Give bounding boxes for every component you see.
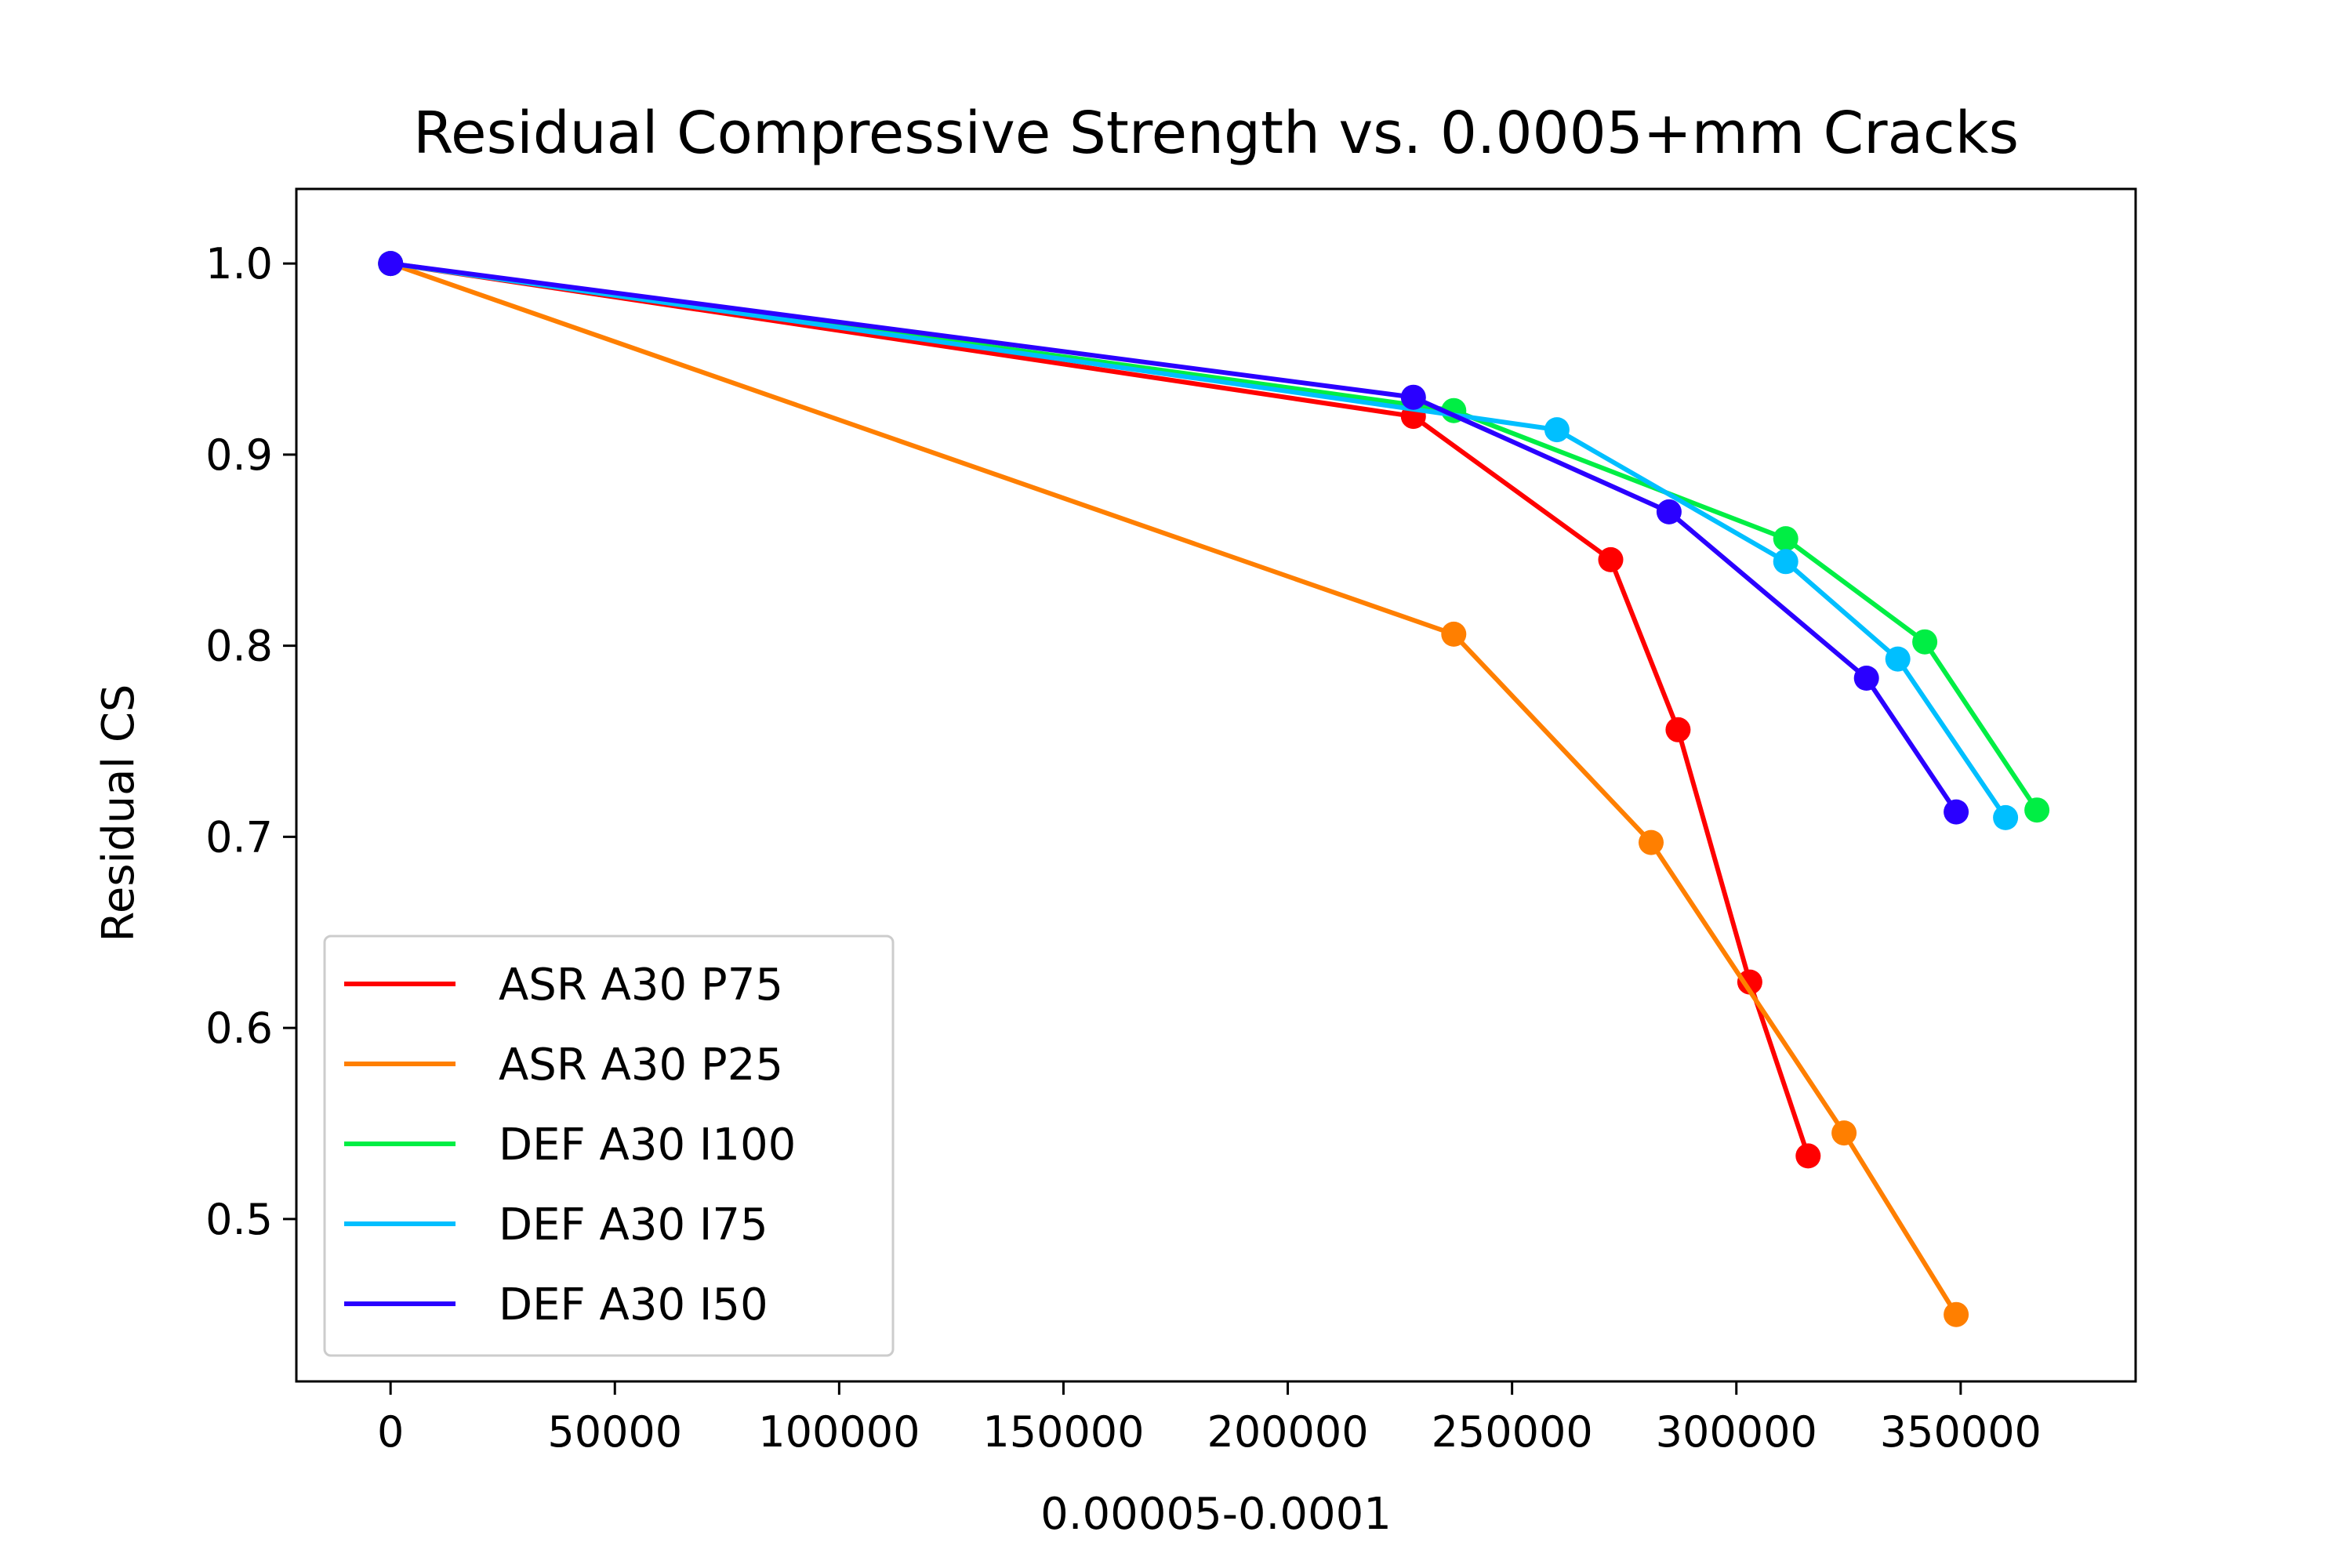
data-point-1-1: [1441, 621, 1467, 647]
legend-label-0: ASR A30 P75: [499, 960, 783, 1011]
data-point-1-2: [1639, 829, 1664, 855]
y-tick-label-2: 0.7: [205, 812, 273, 862]
data-point-4-0: [378, 251, 404, 277]
data-point-3-4: [1993, 804, 2019, 830]
legend-label-3: DEF A30 I75: [499, 1200, 768, 1250]
y-axis-title: Residual CS: [93, 684, 144, 942]
x-tick-label-0: 0: [377, 1407, 404, 1457]
y-tick-label-1: 0.6: [205, 1004, 273, 1053]
x-tick-label-3: 150000: [982, 1407, 1144, 1457]
plot-area: [295, 187, 2137, 1383]
data-point-0-4: [1737, 969, 1762, 995]
data-point-0-2: [1598, 546, 1624, 572]
data-point-3-3: [1885, 646, 1911, 672]
plot-frame: [295, 187, 2137, 1383]
data-point-4-4: [1944, 799, 1969, 825]
y-tick-label-0: 0.5: [205, 1195, 273, 1244]
x-tick-label-4: 200000: [1207, 1407, 1368, 1457]
data-point-0-3: [1665, 717, 1691, 742]
data-point-2-2: [1773, 526, 1798, 552]
data-point-1-4: [1944, 1301, 1969, 1327]
data-point-2-4: [2024, 797, 2050, 823]
legend-label-1: ASR A30 P25: [499, 1040, 783, 1091]
data-point-2-3: [1912, 629, 1938, 655]
y-tick-label-3: 0.8: [205, 622, 273, 671]
x-axis-title: 0.00005-0.0001: [1040, 1489, 1392, 1540]
x-tick-label-7: 350000: [1880, 1407, 2042, 1457]
data-point-0-5: [1795, 1143, 1821, 1169]
series-line-0: [388, 261, 1811, 1159]
data-point-4-3: [1853, 666, 1879, 691]
data-point-1-3: [1831, 1120, 1857, 1146]
x-tick-label-2: 100000: [758, 1407, 920, 1457]
y-tick-label-4: 0.9: [205, 430, 273, 480]
chart-title: Residual Compressive Strength vs. 0.0005…: [413, 100, 2019, 167]
legend-label-2: DEF A30 I100: [499, 1120, 796, 1171]
x-tick-label-5: 250000: [1432, 1407, 1593, 1457]
data-point-3-2: [1773, 549, 1798, 575]
legend-label-4: DEF A30 I50: [499, 1279, 768, 1330]
y-tick-label-5: 1.0: [205, 239, 273, 289]
legend-box: [323, 935, 895, 1357]
legend: ASR A30 P75 ASR A30 P25 DEF A30 I100 DEF A3…: [323, 935, 895, 1357]
data-point-4-1: [1400, 384, 1426, 410]
y-axis: 0.5 0.6 0.7 0.8 0.9 1.0: [205, 239, 296, 1244]
x-axis: 0 50000 100000 150000 200000 250000 300000 3500…: [377, 1381, 2042, 1457]
data-point-3-1: [1544, 417, 1570, 443]
x-tick-label-1: 50000: [547, 1407, 682, 1457]
data-point-4-2: [1656, 499, 1682, 524]
x-tick-label-6: 300000: [1656, 1407, 1817, 1457]
